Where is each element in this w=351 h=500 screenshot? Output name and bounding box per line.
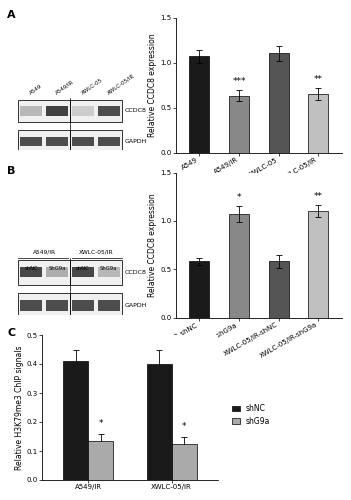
Bar <box>309 94 328 152</box>
Text: XWLC-05/IR: XWLC-05/IR <box>106 73 135 96</box>
Bar <box>98 267 120 278</box>
Text: A549: A549 <box>28 84 43 96</box>
Text: A549/IR: A549/IR <box>33 249 56 254</box>
Text: **: ** <box>314 74 323 84</box>
Text: GAPDH: GAPDH <box>125 139 147 144</box>
Bar <box>72 136 94 146</box>
Bar <box>72 267 94 278</box>
Text: XWLC-05: XWLC-05 <box>80 77 104 96</box>
Text: *: * <box>182 422 186 432</box>
Text: GAPDH: GAPDH <box>125 303 147 308</box>
Bar <box>172 444 197 480</box>
Bar <box>98 106 120 116</box>
Y-axis label: Relative CCDC8 expression: Relative CCDC8 expression <box>148 33 157 137</box>
Bar <box>46 300 68 311</box>
Bar <box>70 130 122 152</box>
Bar <box>46 267 68 278</box>
Legend: shNC, shG9a: shNC, shG9a <box>232 404 270 426</box>
Bar <box>18 130 70 152</box>
Bar <box>72 106 94 116</box>
Text: C: C <box>7 328 15 338</box>
Bar <box>18 100 70 122</box>
Bar <box>269 262 289 318</box>
Bar <box>18 293 70 318</box>
Text: A: A <box>7 10 16 20</box>
Text: CCDC8: CCDC8 <box>125 270 147 274</box>
Bar <box>190 262 209 318</box>
Bar <box>70 100 122 122</box>
Bar <box>72 300 94 311</box>
Bar <box>46 106 68 116</box>
Y-axis label: Relative CCDC8 expression: Relative CCDC8 expression <box>148 193 157 297</box>
Bar <box>98 136 120 146</box>
Bar <box>20 136 42 146</box>
Bar <box>20 300 42 311</box>
Bar <box>20 106 42 116</box>
Y-axis label: Relative H3K79me3 ChIP signals: Relative H3K79me3 ChIP signals <box>15 345 24 470</box>
Bar <box>309 211 328 318</box>
Text: *: * <box>98 420 103 428</box>
Text: shNC: shNC <box>76 266 90 272</box>
Text: B: B <box>7 166 15 176</box>
Bar <box>190 56 209 152</box>
Bar <box>70 293 122 318</box>
Bar <box>147 364 172 480</box>
Text: ***: *** <box>232 78 246 86</box>
Text: ShG9a: ShG9a <box>100 266 118 272</box>
Text: CCDC8: CCDC8 <box>125 108 147 114</box>
Bar <box>18 260 70 284</box>
Text: A549/IR: A549/IR <box>54 79 75 96</box>
Text: XWLC-05/IR: XWLC-05/IR <box>79 249 114 254</box>
Bar <box>88 441 113 480</box>
Text: *: * <box>237 193 241 202</box>
Bar <box>70 260 122 284</box>
Bar <box>98 300 120 311</box>
Bar <box>63 361 88 480</box>
Bar <box>269 54 289 152</box>
Bar <box>229 96 249 152</box>
Bar <box>20 267 42 278</box>
Text: **: ** <box>314 192 323 201</box>
Bar <box>229 214 249 318</box>
Text: shNC: shNC <box>24 266 38 272</box>
Text: ShG9a: ShG9a <box>48 266 66 272</box>
Bar <box>46 136 68 146</box>
